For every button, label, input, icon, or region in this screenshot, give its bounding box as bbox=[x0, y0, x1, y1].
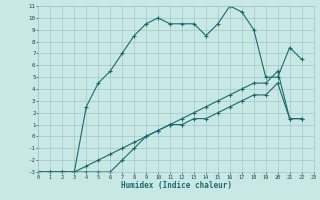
X-axis label: Humidex (Indice chaleur): Humidex (Indice chaleur) bbox=[121, 181, 231, 190]
